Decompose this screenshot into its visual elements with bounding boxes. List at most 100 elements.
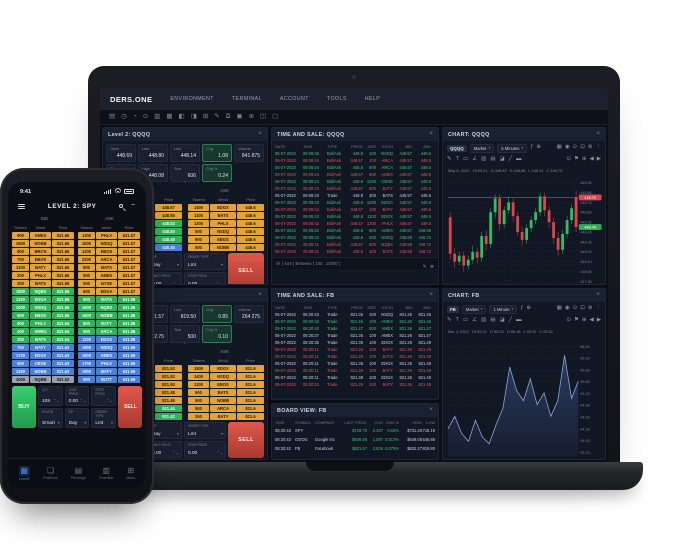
order-type-select[interactable]: ORDER TYPE Lmt ▾: [184, 253, 226, 270]
trend-line-icon[interactable]: ╱: [508, 156, 513, 163]
settings-icon[interactable]: ⊛: [587, 305, 593, 312]
bid-price-cell[interactable]: 521.53: [52, 368, 74, 375]
ask-price-cell[interactable]: 448.6: [237, 204, 264, 211]
ask-shares-cell[interactable]: 1200: [78, 336, 95, 343]
ladder-row[interactable]: 800 BRCN 521.56 1200 EBOS 521.57: [12, 248, 142, 255]
ask-mmid-cell[interactable]: PHLX: [96, 360, 117, 367]
angle-tool-icon[interactable]: ∠: [472, 317, 478, 324]
bid-shares-cell[interactable]: 300: [12, 280, 29, 287]
ask-shares-cell[interactable]: 500: [78, 280, 95, 287]
ladder-row[interactable]: 600 PHLX 521.54 800 BATY 521.58: [12, 320, 142, 327]
window-icon[interactable]: ◫: [260, 112, 267, 120]
bid-shares-cell[interactable]: 500: [12, 360, 29, 367]
bid-mmid-cell[interactable]: BATY: [30, 264, 51, 271]
flag-icon[interactable]: ⚑: [573, 317, 579, 324]
bid-price-cell[interactable]: 448.57: [155, 204, 182, 211]
bid-price-cell[interactable]: 448.53: [155, 220, 182, 227]
ask-mmid-cell[interactable]: BATY: [96, 320, 117, 327]
ask-price-cell[interactable]: 521.58: [118, 328, 140, 335]
menu-terminal[interactable]: TERMINAL: [231, 96, 262, 102]
bid-price-cell[interactable]: 521.54: [52, 320, 74, 327]
compare-icon[interactable]: ⊕: [536, 144, 541, 151]
ask-shares-cell[interactable]: 1400: [188, 204, 209, 211]
shape-rect-icon[interactable]: ▭: [462, 156, 469, 163]
ask-mmid-cell[interactable]: EBOS: [96, 248, 117, 255]
close-icon[interactable]: ×: [429, 130, 433, 138]
bid-mmid-cell[interactable]: NOBB: [30, 368, 51, 375]
shape-rect-icon[interactable]: ▭: [462, 317, 469, 324]
bid-price-cell[interactable]: 821.52: [155, 373, 182, 380]
ladder-row[interactable]: 300 BATS 521.55 500 NYSE 521.57: [12, 280, 142, 287]
text-tool-icon[interactable]: T: [455, 156, 459, 163]
stepper-icons[interactable]: ⌃⌄: [216, 281, 223, 285]
ask-price-cell[interactable]: 521.57: [118, 256, 140, 263]
bid-shares-cell[interactable]: 600: [12, 320, 29, 327]
ask-mmid-cell[interactable]: EDGX: [210, 204, 236, 211]
trend-line-icon[interactable]: ╱: [508, 317, 513, 324]
ask-shares-cell[interactable]: 500: [188, 397, 209, 404]
zoom-icon[interactable]: ⊙: [572, 305, 578, 312]
bid-price-cell[interactable]: 521.54: [52, 336, 74, 343]
ask-price-cell[interactable]: 521.58: [118, 304, 140, 311]
pattern-tool-icon[interactable]: ▨: [481, 317, 487, 324]
next-icon[interactable]: ▶: [596, 156, 601, 163]
ask-price-cell[interactable]: 521.59: [118, 376, 140, 383]
grid-icon[interactable]: ▦: [166, 112, 173, 120]
order-type-select[interactable]: ORDER TYPE Lmt ▾: [184, 422, 226, 439]
tif-select[interactable]: TIF Day ▾: [148, 253, 182, 270]
clear-filter-icon[interactable]: ⊗: [429, 263, 434, 270]
ask-price-cell[interactable]: 448.6: [237, 228, 264, 235]
menu-account[interactable]: ACCOUNT: [279, 96, 309, 102]
menu-tools[interactable]: TOOLS: [326, 96, 347, 102]
bid-mmid-cell[interactable]: EBOS: [30, 256, 51, 263]
bid-price-cell[interactable]: 521.52: [52, 376, 74, 383]
crosshair-icon[interactable]: ⊕: [581, 156, 587, 163]
bid-price-cell[interactable]: 521.55: [52, 296, 74, 303]
layout-icon[interactable]: ▦: [556, 305, 562, 312]
flag-icon[interactable]: ⚑: [573, 156, 579, 163]
ask-shares-cell[interactable]: 600: [78, 296, 95, 303]
ask-price-cell[interactable]: 521.58: [118, 296, 140, 303]
ask-shares-cell[interactable]: 1600: [78, 352, 95, 359]
candlestick-chart[interactable]: 448.90 448.80 448.70 448.60 448.50 448.40 448.…: [445, 174, 603, 284]
bid-price-cell[interactable]: 821.42: [155, 413, 182, 420]
ask-price-cell[interactable]: 821.6: [237, 373, 264, 380]
hamburger-menu-icon[interactable]: [18, 203, 25, 210]
ask-shares-cell[interactable]: 500: [78, 272, 95, 279]
bid-shares-cell[interactable]: 800: [12, 248, 29, 255]
ask-mmid-cell[interactable]: BATY: [96, 368, 117, 375]
close-icon[interactable]: ×: [429, 406, 433, 414]
fullscreen-icon[interactable]: ⊡: [580, 144, 585, 151]
ask-shares-cell[interactable]: 1700: [78, 360, 95, 367]
ask-price-cell[interactable]: 821.6: [237, 405, 264, 412]
ask-shares-cell[interactable]: 500: [188, 228, 209, 235]
menu-environment[interactable]: ENVIRONMENT: [170, 96, 214, 102]
limit-price-field[interactable]: LIMIT PRICE 0.00 ⌃⌄: [64, 386, 90, 406]
list-icon[interactable]: ▥: [154, 112, 161, 120]
layout-icon[interactable]: ▣: [236, 112, 243, 120]
compare-icon[interactable]: ⊕: [526, 305, 532, 312]
nav-item-pendings[interactable]: ▤ Pendings: [71, 466, 86, 480]
stop-price-field[interactable]: STOP PRICE ⌃⌄: [91, 386, 116, 406]
bars-tool-icon[interactable]: ▤: [490, 317, 496, 324]
ask-shares-cell[interactable]: 1200: [78, 248, 95, 255]
ask-mmid-cell[interactable]: AMEX: [96, 272, 117, 279]
bid-price-cell[interactable]: 821.50: [155, 381, 182, 388]
ask-shares-cell[interactable]: 900: [188, 236, 209, 243]
ask-price-cell[interactable]: 821.6: [237, 389, 264, 396]
sell-button[interactable]: SELL: [228, 422, 264, 458]
edit-filter-icon[interactable]: ✎: [422, 263, 427, 270]
ladder-row[interactable]: 700 EBOS 521.56 2200 ARCA 521.57: [12, 256, 142, 263]
ask-shares-cell[interactable]: 300: [188, 413, 209, 420]
ask-price-cell[interactable]: 521.57: [118, 240, 140, 247]
area-chart[interactable]: 96.40 96.10 95.80 95.50 95.20 94.90 94.60 94.30…: [445, 335, 603, 459]
bid-mmid-cell[interactable]: BATS: [30, 336, 51, 343]
stepper-icons[interactable]: ⌃⌄: [172, 281, 179, 285]
zoom-icon[interactable]: ⊙: [572, 144, 578, 151]
ask-mmid-cell[interactable]: NSDQ: [96, 344, 117, 351]
bid-shares-cell[interactable]: 200: [12, 272, 29, 279]
bid-mmid-cell[interactable]: CBOE: [30, 360, 51, 367]
ladder-row[interactable]: 1700 EDGX 521.53 1600 AMEX 521.59: [12, 352, 142, 359]
bid-price-cell[interactable]: 448.45: [155, 244, 182, 251]
ask-shares-cell[interactable]: 1300: [78, 232, 95, 239]
